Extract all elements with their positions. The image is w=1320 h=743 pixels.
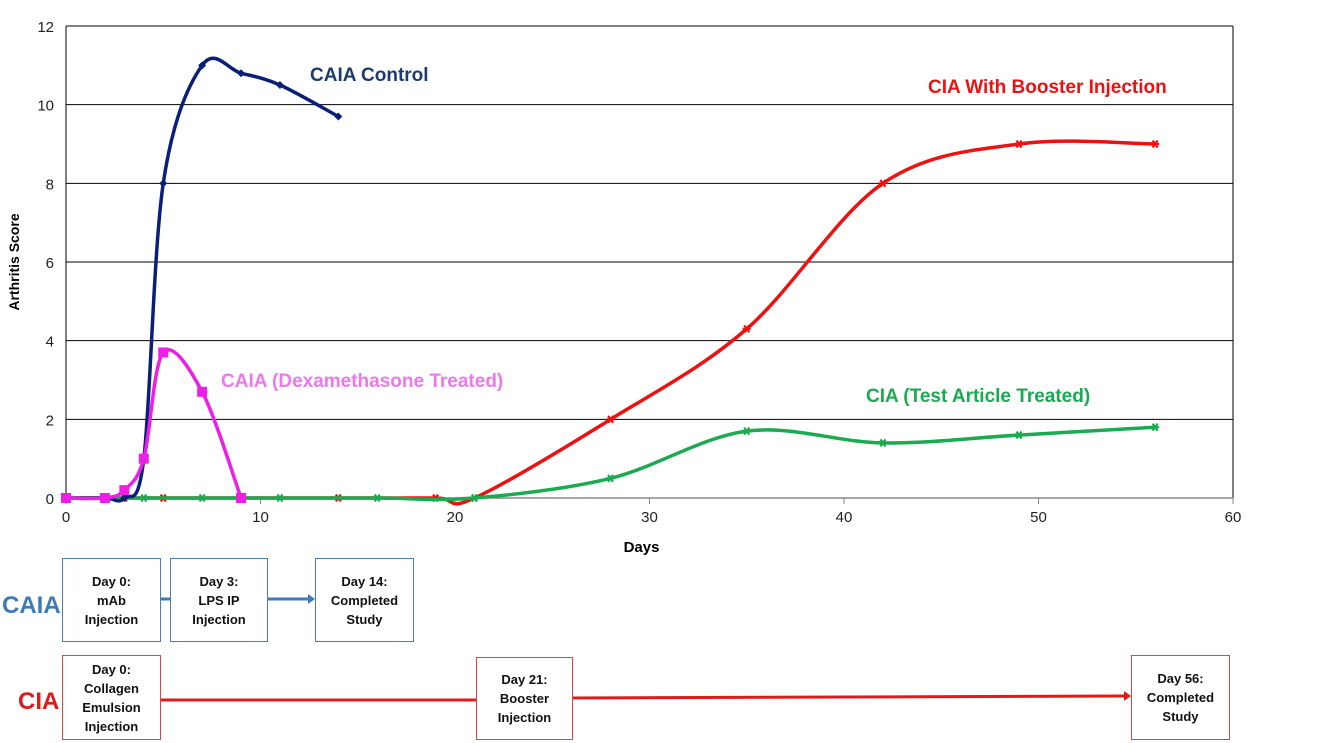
data-point-star: [1151, 423, 1160, 432]
data-point-star: [139, 493, 148, 503]
x-tick-label: 40: [836, 509, 853, 526]
data-point-star: [606, 474, 615, 483]
caia-arrowhead: [308, 594, 315, 604]
data-point-star: [275, 493, 284, 503]
y-tick-label: 6: [46, 255, 54, 272]
caia-timeline-label: CAIA: [2, 592, 61, 619]
data-point-star: [470, 493, 479, 503]
x-tick-label: 60: [1225, 509, 1242, 526]
x-axis-title: Days: [624, 539, 660, 556]
caia-day14-box: Day 14: Completed Study: [315, 558, 414, 642]
y-tick-label: 4: [46, 334, 54, 351]
data-point-star: [373, 493, 382, 503]
x-tick-label: 0: [62, 509, 70, 526]
data-point-star: [1015, 430, 1024, 440]
x-tick-label: 50: [1030, 509, 1047, 526]
data-point: [158, 347, 169, 358]
data-point: [120, 494, 129, 502]
data-point: [198, 61, 207, 70]
cia-timeline-label: CIA: [18, 688, 60, 715]
y-tick-label: 0: [46, 491, 54, 508]
series-label: CAIA (Dexamethasone Treated): [221, 371, 503, 392]
cia-arrowhead: [1124, 691, 1131, 701]
series-label: CAIA Control: [310, 65, 429, 86]
data-point: [197, 386, 208, 397]
y-tick-label: 10: [37, 98, 54, 115]
series-line-1: [65, 348, 243, 501]
x-tick-label: 20: [447, 509, 464, 526]
series-label: CIA With Booster Injection: [928, 77, 1167, 98]
data-point-star: [878, 438, 887, 448]
data-point: [236, 493, 247, 503]
series-line-2: [66, 139, 1156, 506]
x-tick-label: 10: [252, 509, 269, 526]
y-tick-label: 8: [46, 176, 54, 193]
y-axis-title: Arthritis Score: [6, 213, 22, 310]
data-point: [159, 179, 168, 188]
cia-day56-box: Day 56: Completed Study: [1131, 655, 1230, 740]
data-point: [275, 81, 284, 89]
data-point-star: [878, 179, 887, 188]
data-point-star: [1015, 139, 1024, 149]
caia-day3-box: Day 3: LPS IP Injection: [170, 558, 268, 642]
series-line-3: [104, 425, 1156, 502]
arthritis-score-chart: 0 2 4 6 8 10 12 0 10 20 30 40 50 60 Days Arthritis Scor…: [6, 19, 1242, 556]
x-tick-label: 30: [641, 509, 658, 526]
data-point-star: [198, 493, 207, 503]
data-point-star: [742, 324, 751, 334]
data-point: [138, 453, 149, 464]
data-point-star: [606, 415, 615, 424]
data-point: [99, 493, 110, 503]
y-tick-label: 2: [46, 412, 54, 429]
data-point-star: [1151, 139, 1160, 149]
data-point-star: [742, 426, 751, 436]
series-label: CIA (Test Article Treated): [866, 386, 1090, 407]
data-point: [119, 485, 130, 496]
y-tick-label: 12: [37, 19, 54, 36]
series-line-0: [66, 56, 340, 503]
data-point: [237, 69, 246, 78]
data-point: [61, 493, 71, 503]
cia-day0-box: Day 0: Collagen Emulsion Injection: [62, 655, 161, 740]
data-point: [334, 112, 343, 121]
caia-day0-box: Day 0: mAb Injection: [62, 558, 161, 642]
cia-day21-box: Day 21: Booster Injection: [476, 657, 573, 740]
cia-connector-2: [570, 694, 1125, 700]
